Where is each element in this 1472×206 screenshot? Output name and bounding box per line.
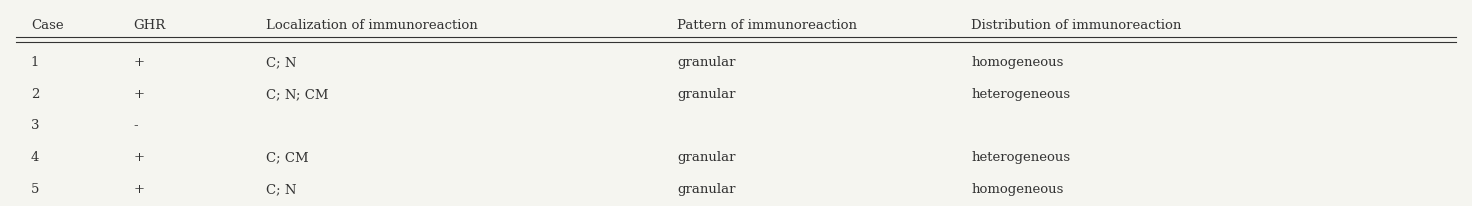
Text: granular: granular <box>677 150 736 163</box>
Text: Localization of immunoreaction: Localization of immunoreaction <box>266 19 477 32</box>
Text: heterogeneous: heterogeneous <box>972 87 1070 100</box>
Text: +: + <box>134 56 144 69</box>
Text: C; N: C; N <box>266 56 296 69</box>
Text: C; N; CM: C; N; CM <box>266 87 328 100</box>
Text: GHR: GHR <box>134 19 166 32</box>
Text: heterogeneous: heterogeneous <box>972 150 1070 163</box>
Text: granular: granular <box>677 87 736 100</box>
Text: +: + <box>134 87 144 100</box>
Text: granular: granular <box>677 182 736 195</box>
Text: 4: 4 <box>31 150 40 163</box>
Text: -: - <box>134 119 138 132</box>
Text: +: + <box>134 150 144 163</box>
Text: C; CM: C; CM <box>266 150 309 163</box>
Text: +: + <box>134 182 144 195</box>
Text: 3: 3 <box>31 119 40 132</box>
Text: Distribution of immunoreaction: Distribution of immunoreaction <box>972 19 1182 32</box>
Text: 2: 2 <box>31 87 40 100</box>
Text: granular: granular <box>677 56 736 69</box>
Text: 1: 1 <box>31 56 40 69</box>
Text: homogeneous: homogeneous <box>972 56 1063 69</box>
Text: C; N: C; N <box>266 182 296 195</box>
Text: Pattern of immunoreaction: Pattern of immunoreaction <box>677 19 857 32</box>
Text: 5: 5 <box>31 182 40 195</box>
Text: homogeneous: homogeneous <box>972 182 1063 195</box>
Text: Case: Case <box>31 19 63 32</box>
